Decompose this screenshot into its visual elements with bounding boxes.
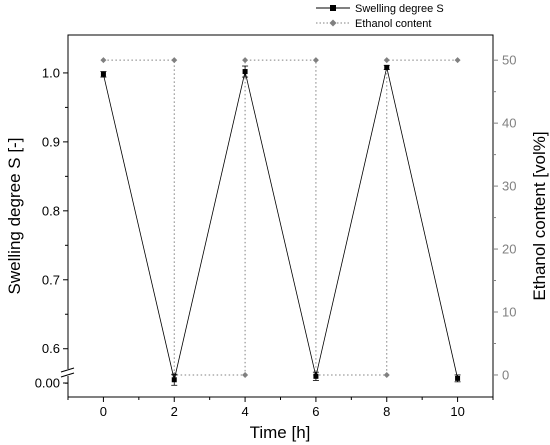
x-tick-label-8: 8 xyxy=(383,404,390,419)
axis-break-mark-lower xyxy=(60,372,75,378)
axis-ticks xyxy=(63,59,498,402)
swelling-point xyxy=(313,373,319,379)
axis-break-mark-upper xyxy=(60,367,75,373)
y-right-tick-label-50: 50 xyxy=(502,53,516,68)
y-left-axis-title: Swelling degree S [-] xyxy=(5,138,24,295)
tick-labels: 0 2 4 6 8 10 0.00 0.6 0.7 0.8 0.9 1.0 0 10 20 30 40 50 xyxy=(35,53,517,419)
legend-ethanol-label: Ethanol content xyxy=(355,18,431,30)
ethanol-line xyxy=(103,59,458,376)
ethanol-point xyxy=(312,57,319,64)
y-right-tick-label-10: 10 xyxy=(502,305,516,320)
x-tick-label-10: 10 xyxy=(450,404,464,419)
y-right-tick-label-40: 40 xyxy=(502,116,516,131)
legend: Swelling degree S Ethanol content xyxy=(316,3,444,30)
y-right-tick-label-20: 20 xyxy=(502,242,516,257)
ethanol-point xyxy=(383,371,390,378)
x-tick-label-4: 4 xyxy=(241,404,248,419)
y-left-tick-label-0.9: 0.9 xyxy=(42,134,60,149)
swelling-series xyxy=(100,64,461,386)
ethanol-point xyxy=(383,57,390,64)
ethanol-point xyxy=(242,371,249,378)
axis-break-gap xyxy=(62,369,74,376)
x-tick-label-6: 6 xyxy=(312,404,319,419)
legend-ethanol-marker xyxy=(329,19,337,27)
y-left-tick-label-0.6: 0.6 xyxy=(42,341,60,356)
ethanol-point xyxy=(171,57,178,64)
ethanol-point xyxy=(242,57,249,64)
legend-swelling-marker xyxy=(330,5,336,11)
axis-break xyxy=(60,367,75,378)
swelling-point xyxy=(455,375,461,381)
x-tick-label-2: 2 xyxy=(171,404,178,419)
x-axis-title: Time [h] xyxy=(250,423,311,442)
ethanol-point xyxy=(454,57,461,64)
swelling-point xyxy=(242,69,248,75)
y-right-axis-title: Ethanol content [vol%] xyxy=(530,131,549,300)
swelling-point xyxy=(171,377,177,383)
y-left-tick-label-0.8: 0.8 xyxy=(42,203,60,218)
ethanol-series xyxy=(100,57,461,378)
swelling-point xyxy=(384,64,390,70)
y-left-tick-label-1.0: 1.0 xyxy=(42,65,60,80)
swelling-point xyxy=(100,71,106,77)
y-left-tick-label-0.00: 0.00 xyxy=(35,376,60,391)
x-tick-label-0: 0 xyxy=(100,404,107,419)
y-left-tick-label-0.7: 0.7 xyxy=(42,272,60,287)
y-right-tick-label-0: 0 xyxy=(502,367,509,382)
plot-frame xyxy=(67,34,494,398)
swelling-line xyxy=(103,67,458,380)
y-right-tick-label-30: 30 xyxy=(502,179,516,194)
ethanol-point xyxy=(100,57,107,64)
legend-swelling-label: Swelling degree S xyxy=(355,3,444,15)
